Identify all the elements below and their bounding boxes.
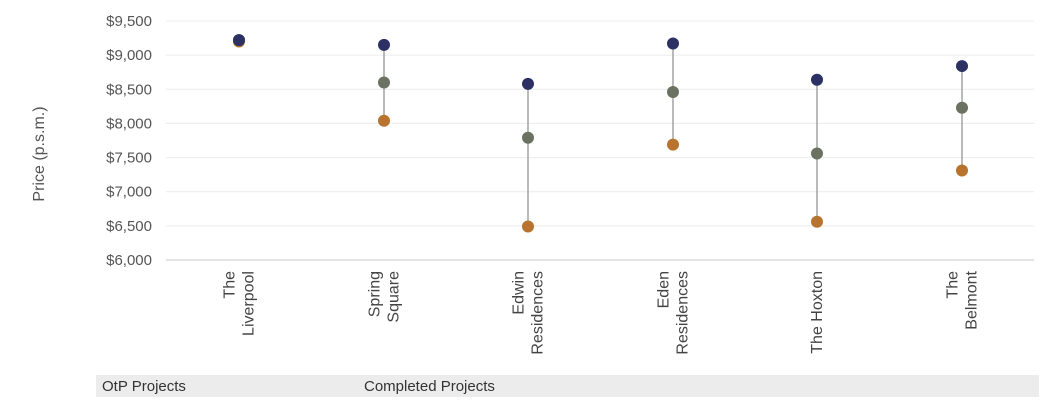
y-tick-label: $8,000 <box>106 115 152 132</box>
x-category-label: Belmont <box>964 270 981 329</box>
data-point-max <box>378 38 390 51</box>
x-category-label: Liverpool <box>241 271 258 336</box>
data-point-min <box>811 215 823 228</box>
data-point-min <box>378 114 390 127</box>
x-axis: The Liverpool Spring Square Edwin Residences E… <box>222 270 981 354</box>
data-point-min <box>956 164 968 177</box>
data-point-max <box>233 34 245 47</box>
price-range-chart: $6,000 $6,500 $7,000 $7,500 $8,000 $8,500 $9,0… <box>31 13 1034 355</box>
data-point-min <box>667 138 679 151</box>
y-tick-label: $7,000 <box>106 184 152 201</box>
y-axis: $6,000 $6,500 $7,000 $7,500 $8,000 $8,500 $9,0… <box>106 13 152 269</box>
y-axis-label: Price (p.s.m.) <box>31 106 48 201</box>
project-group-footer: OtP Projects Completed Projects <box>96 375 1039 397</box>
y-tick-label: $9,500 <box>106 13 152 30</box>
data-point-max <box>667 37 679 50</box>
x-category-label: Residences <box>530 271 547 355</box>
y-tick-label: $6,000 <box>106 252 152 269</box>
data-point-avg <box>378 76 390 89</box>
data-point-avg <box>522 131 534 144</box>
data-point-max <box>956 60 968 73</box>
x-category-label: Spring <box>367 271 384 317</box>
x-category-label: The Hoxton <box>809 271 826 354</box>
x-category-label: The <box>222 271 239 299</box>
completed-projects-label: Completed Projects <box>364 378 495 395</box>
y-tick-label: $6,500 <box>106 218 152 235</box>
range-lines <box>238 40 963 227</box>
data-point-max <box>811 73 823 86</box>
data-points <box>233 34 968 233</box>
data-point-max <box>522 77 534 90</box>
x-category-label: Eden <box>656 271 673 308</box>
data-point-avg <box>811 147 823 160</box>
y-tick-label: $9,000 <box>106 47 152 64</box>
data-point-min <box>522 220 534 233</box>
gridlines <box>166 20 1034 261</box>
otp-projects-label: OtP Projects <box>102 378 186 395</box>
x-category-label: Residences <box>675 271 692 355</box>
y-tick-label: $8,500 <box>106 81 152 98</box>
y-tick-label: $7,500 <box>106 150 152 167</box>
x-category-label: Square <box>386 271 403 323</box>
x-category-label: Edwin <box>511 271 528 315</box>
data-point-avg <box>956 101 968 114</box>
data-point-avg <box>667 86 679 99</box>
x-category-label: The <box>945 271 962 299</box>
